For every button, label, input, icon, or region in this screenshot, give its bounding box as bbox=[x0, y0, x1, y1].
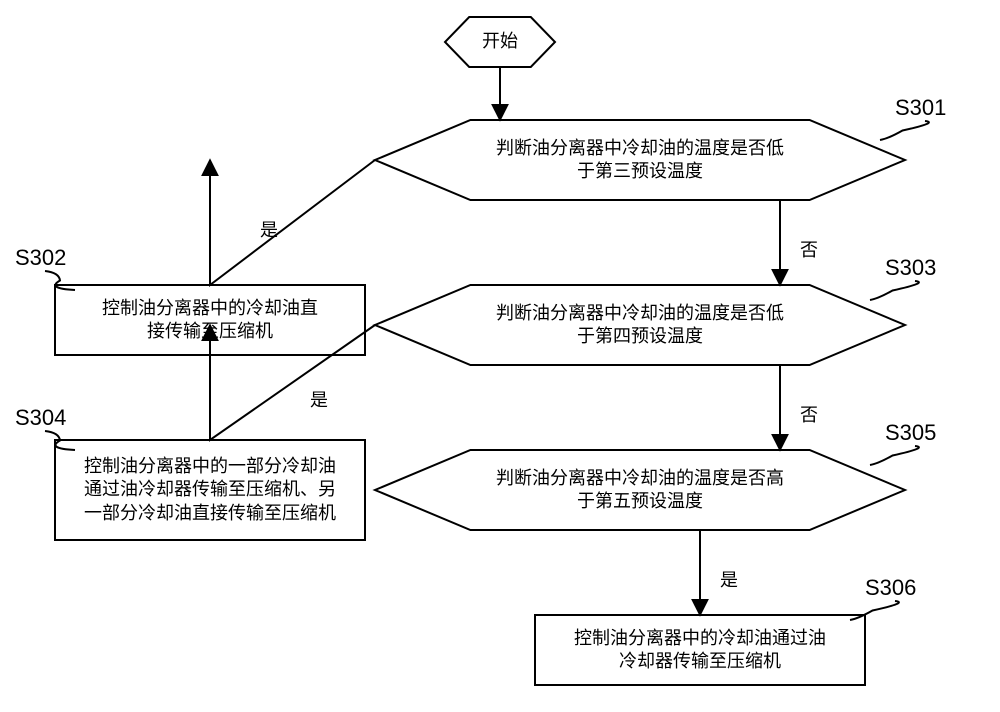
node-s301 bbox=[375, 120, 905, 200]
marker-curve-S305 bbox=[870, 446, 919, 465]
edge-3 bbox=[210, 325, 375, 440]
edge-1 bbox=[210, 160, 375, 285]
flowchart-canvas bbox=[0, 0, 1000, 712]
marker-curve-S302 bbox=[45, 271, 75, 290]
node-s303 bbox=[375, 285, 905, 365]
marker-curve-S306 bbox=[850, 601, 899, 620]
node-s306 bbox=[535, 615, 865, 685]
node-start bbox=[445, 17, 555, 67]
node-s304 bbox=[55, 440, 365, 540]
marker-curve-S301 bbox=[880, 121, 929, 140]
node-s305 bbox=[375, 450, 905, 530]
marker-curve-S303 bbox=[870, 281, 919, 300]
